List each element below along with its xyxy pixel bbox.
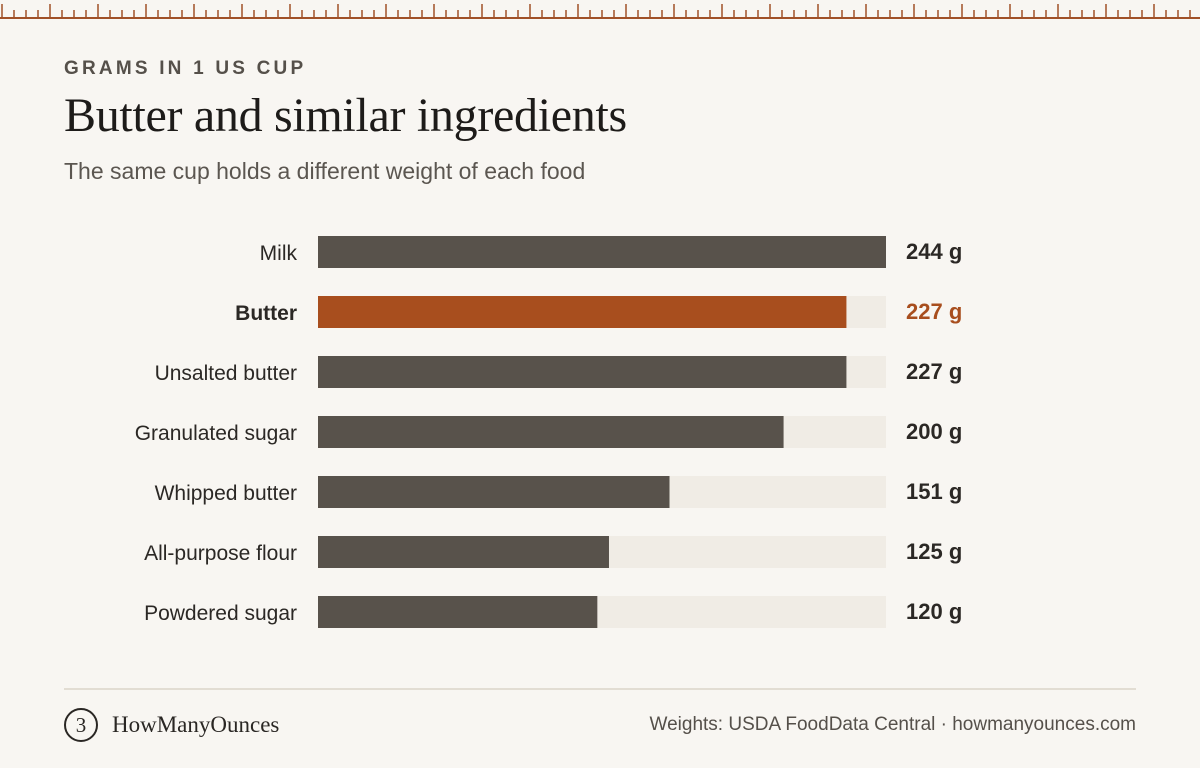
category-label: All-purpose flour: [144, 542, 297, 565]
bar: [318, 416, 784, 448]
category-label: Powdered sugar: [144, 602, 297, 625]
brand-icon: 3: [64, 708, 98, 742]
value-label: 227 g: [906, 359, 962, 384]
category-label: Whipped butter: [155, 482, 297, 505]
value-label: 125 g: [906, 539, 962, 564]
ruler-decoration: [0, 4, 1200, 19]
bar: [318, 596, 598, 628]
bar: [318, 476, 670, 508]
category-label: Milk: [260, 242, 298, 265]
value-label: 151 g: [906, 479, 962, 504]
bar: [318, 236, 886, 268]
value-label: 120 g: [906, 599, 962, 624]
source-note: Weights: USDA FoodData Central · howmany…: [649, 714, 1136, 735]
bar: [318, 296, 847, 328]
category-label: Granulated sugar: [135, 422, 297, 445]
chart-title: Butter and similar ingredients: [64, 89, 627, 142]
category-label: Unsalted butter: [155, 362, 297, 385]
value-label: 227 g: [906, 299, 962, 324]
footer-divider: [64, 688, 1136, 690]
category-label: Butter: [235, 302, 297, 325]
value-label: 200 g: [906, 419, 962, 444]
brand-logo[interactable]: 3 HowManyOunces: [64, 708, 279, 742]
bar: [318, 536, 609, 568]
chart-kicker: GRAMS IN 1 US CUP: [64, 58, 307, 79]
bar: [318, 356, 847, 388]
chart-subtitle: The same cup holds a different weight of…: [64, 158, 586, 184]
value-label: 244 g: [906, 239, 962, 264]
brand-name: HowManyOunces: [112, 712, 280, 737]
